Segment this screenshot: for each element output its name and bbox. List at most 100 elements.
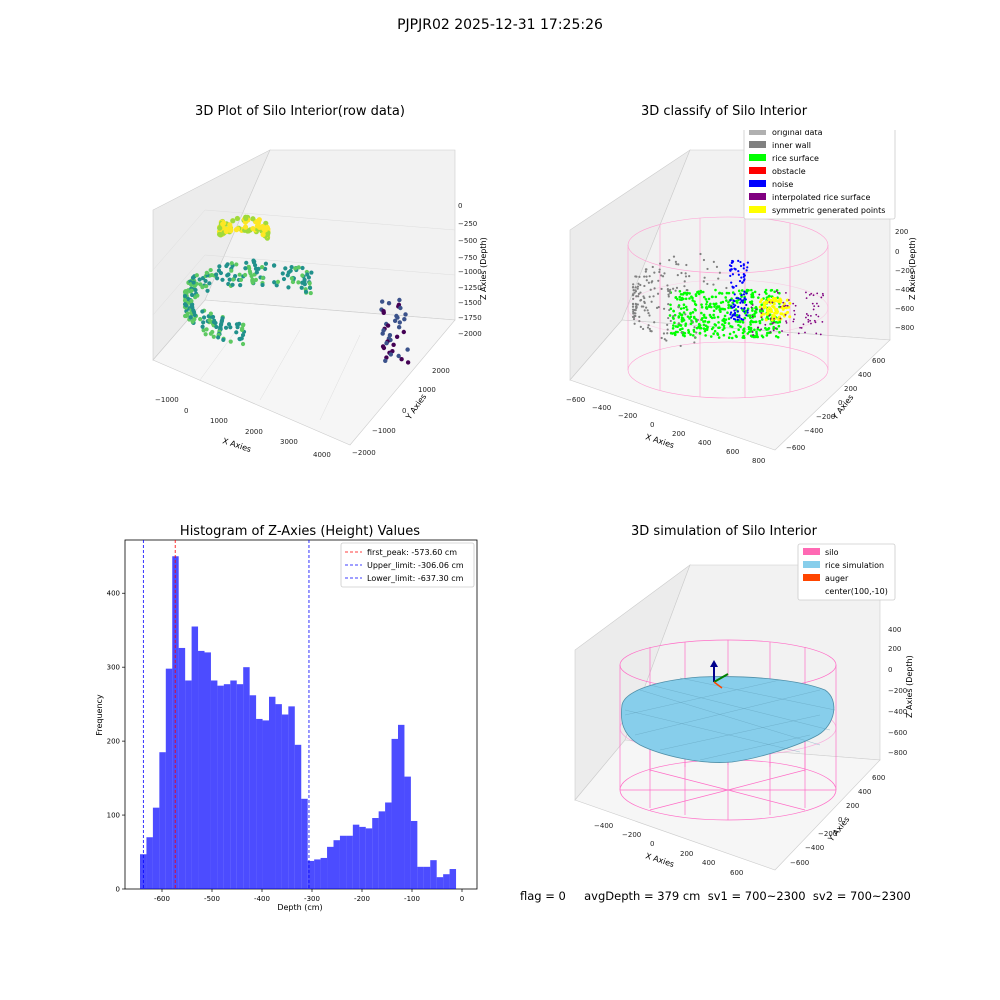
data-point xyxy=(684,305,688,309)
data-point xyxy=(709,335,713,338)
data-point xyxy=(691,320,694,323)
data-point xyxy=(675,286,679,289)
p1-ylabel: Y Axies xyxy=(404,392,429,422)
data-point xyxy=(188,315,193,320)
data-point xyxy=(642,305,645,308)
legend-label: original data xyxy=(772,130,823,137)
data-point xyxy=(243,266,248,271)
histogram-bar xyxy=(223,684,231,889)
data-point xyxy=(755,308,758,311)
data-point xyxy=(821,292,824,295)
histogram-bar xyxy=(269,696,276,889)
data-point xyxy=(688,275,691,278)
data-point xyxy=(718,326,721,329)
data-point xyxy=(714,323,718,327)
data-point xyxy=(771,322,774,325)
data-point xyxy=(745,303,748,307)
data-point xyxy=(737,328,741,332)
data-point xyxy=(699,290,703,294)
data-point xyxy=(817,315,820,318)
data-point xyxy=(774,299,778,303)
data-point xyxy=(214,276,220,281)
data-point xyxy=(253,266,259,271)
data-point xyxy=(737,323,740,327)
data-point xyxy=(753,290,757,294)
data-point xyxy=(221,337,226,343)
histogram-bar xyxy=(398,724,405,889)
histogram-bar xyxy=(430,860,437,889)
data-point xyxy=(680,316,684,320)
data-point xyxy=(221,220,227,226)
legend-label: interpolated rice surface xyxy=(772,193,870,202)
data-point xyxy=(699,252,702,256)
data-point xyxy=(632,303,635,306)
data-point xyxy=(381,345,387,351)
data-point xyxy=(631,286,635,289)
data-point xyxy=(405,360,411,365)
legend-swatch xyxy=(803,548,820,555)
data-point xyxy=(811,302,814,305)
data-point xyxy=(658,268,661,271)
data-point xyxy=(648,275,651,278)
data-point xyxy=(734,299,738,303)
data-point xyxy=(760,307,763,310)
data-point xyxy=(693,302,697,306)
p4-ytick: 200 xyxy=(846,802,859,810)
data-point xyxy=(678,290,682,293)
p4-ztick: −200 xyxy=(888,687,907,695)
histogram-bar xyxy=(204,652,211,889)
data-point xyxy=(804,331,806,334)
data-point xyxy=(774,308,778,312)
data-point xyxy=(741,321,745,324)
data-point xyxy=(240,341,246,347)
data-point xyxy=(683,280,686,283)
data-point xyxy=(644,270,647,273)
p1-ztick: −750 xyxy=(458,254,477,262)
data-point xyxy=(743,274,746,277)
data-point xyxy=(731,285,734,288)
data-point xyxy=(234,322,240,327)
p3-ylabel: Frequency xyxy=(95,694,104,736)
data-point xyxy=(234,262,239,267)
data-point xyxy=(673,332,677,336)
data-point xyxy=(684,324,687,327)
data-point xyxy=(753,315,757,318)
data-point xyxy=(397,297,402,303)
data-point xyxy=(813,305,816,308)
histogram-bar xyxy=(178,647,186,889)
legend-label: first_peak: -573.60 cm xyxy=(367,548,457,557)
data-point xyxy=(738,314,741,317)
data-point xyxy=(740,294,743,297)
p2-xtick: −400 xyxy=(592,404,611,412)
data-point xyxy=(819,333,822,336)
data-point xyxy=(739,264,743,268)
data-point xyxy=(666,332,669,335)
legend-swatch xyxy=(749,167,766,174)
data-point xyxy=(771,296,775,300)
data-point xyxy=(773,290,776,294)
data-point xyxy=(667,302,670,306)
data-point xyxy=(696,318,700,322)
data-point xyxy=(689,333,692,336)
data-point xyxy=(750,288,753,292)
histogram-bar xyxy=(275,704,282,889)
panel2-point-cloud xyxy=(631,252,825,348)
data-point xyxy=(193,287,198,293)
data-point xyxy=(771,301,774,304)
data-point xyxy=(182,302,188,307)
data-point xyxy=(712,309,716,313)
data-point xyxy=(774,297,778,301)
legend-swatch xyxy=(749,130,766,135)
data-point xyxy=(758,308,762,312)
data-point xyxy=(649,288,652,291)
data-point xyxy=(207,318,212,323)
data-point xyxy=(779,300,783,304)
data-point xyxy=(645,279,648,282)
data-point xyxy=(751,331,754,333)
data-point xyxy=(669,291,672,295)
data-point xyxy=(191,280,196,285)
data-point xyxy=(679,307,683,310)
data-point xyxy=(718,271,721,274)
histogram-bar xyxy=(159,752,166,889)
data-point xyxy=(666,284,669,287)
